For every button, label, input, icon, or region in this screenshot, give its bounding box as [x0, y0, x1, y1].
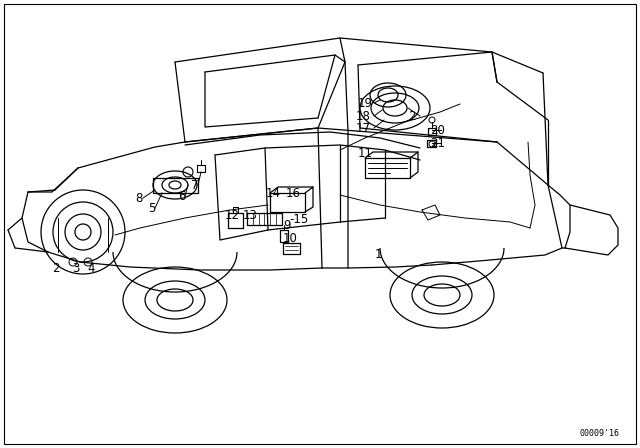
- Text: 11: 11: [358, 146, 373, 159]
- Text: 7: 7: [191, 178, 198, 191]
- Text: 00009'16: 00009'16: [580, 429, 620, 438]
- Text: 18: 18: [356, 109, 371, 122]
- Text: 6: 6: [178, 190, 186, 202]
- Text: 4: 4: [87, 262, 95, 275]
- Text: 1: 1: [375, 249, 383, 262]
- Text: 12: 12: [225, 208, 240, 221]
- Text: 2: 2: [408, 109, 415, 122]
- Text: 5: 5: [148, 202, 156, 215]
- Text: 10: 10: [283, 232, 298, 245]
- Text: 21: 21: [430, 137, 445, 150]
- Text: 17: 17: [356, 121, 371, 134]
- Text: 20: 20: [430, 124, 445, 137]
- Text: 2: 2: [52, 262, 60, 275]
- Text: -15: -15: [289, 212, 308, 225]
- Text: 13: 13: [243, 208, 258, 221]
- Text: 3: 3: [72, 262, 79, 275]
- Text: 8: 8: [135, 191, 142, 204]
- Text: 16: 16: [286, 186, 301, 199]
- Text: 19: 19: [358, 96, 373, 109]
- Text: 14: 14: [266, 186, 281, 199]
- Text: 9: 9: [283, 219, 291, 232]
